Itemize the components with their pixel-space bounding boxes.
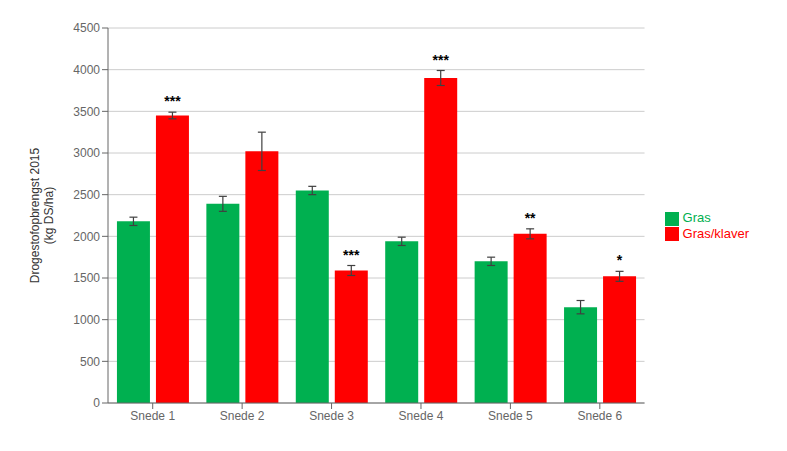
svg-text:3000: 3000 (73, 146, 100, 160)
svg-text:***: *** (343, 247, 360, 263)
svg-text:Snede 5: Snede 5 (488, 409, 533, 423)
svg-text:3500: 3500 (73, 105, 100, 119)
svg-text:Drogestofopbrengst 2015(kg DS/: Drogestofopbrengst 2015(kg DS/ha) (28, 147, 56, 283)
svg-text:*: * (617, 252, 623, 268)
svg-text:Snede 3: Snede 3 (309, 409, 354, 423)
svg-text:Snede 6: Snede 6 (577, 409, 622, 423)
svg-text:500: 500 (80, 355, 100, 369)
html-text:Gras/klaver: Gras/klaver (682, 225, 749, 241)
svg-text:Snede 4: Snede 4 (399, 409, 444, 423)
svg-text:2000: 2000 (73, 230, 100, 244)
svg-text:4000: 4000 (73, 63, 100, 77)
svg-text:4500: 4500 (73, 21, 100, 35)
svg-text:**: ** (525, 210, 536, 226)
svg-text:2500: 2500 (73, 188, 100, 202)
svg-text:1500: 1500 (73, 271, 100, 285)
svg-text:***: *** (433, 52, 450, 68)
svg-text:***: *** (164, 93, 181, 109)
svg-text:Snede 1: Snede 1 (130, 409, 175, 423)
svg-text:0: 0 (93, 396, 100, 410)
svg-text:Snede 2: Snede 2 (220, 409, 265, 423)
svg-text:1000: 1000 (73, 313, 100, 327)
html-text:Gras: Gras (682, 209, 711, 225)
